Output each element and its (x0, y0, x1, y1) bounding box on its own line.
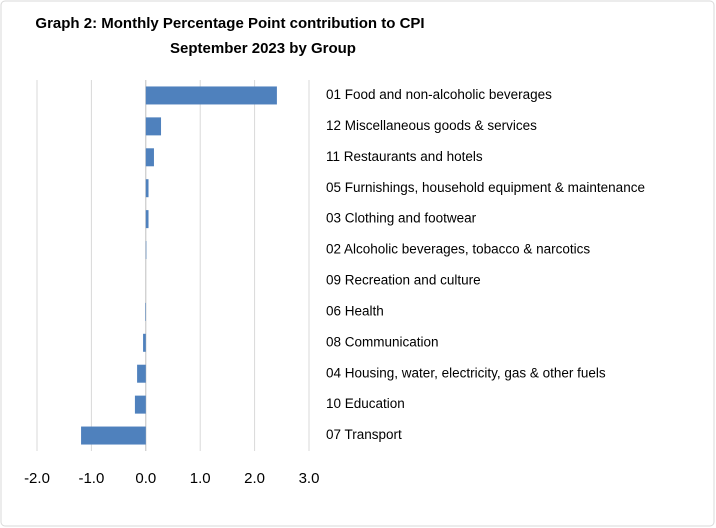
category-label: 11 Restaurants and hotels (326, 149, 483, 164)
x-tick-label: 2.0 (244, 470, 265, 487)
category-label: 08 Communication (326, 334, 439, 349)
bar (145, 241, 147, 260)
bar (145, 86, 277, 105)
bar (145, 148, 154, 167)
bar (145, 117, 162, 136)
category-label: 07 Transport (326, 427, 402, 442)
bar (137, 364, 146, 383)
chart-title: September 2023 by Group (170, 40, 356, 57)
category-label: 04 Housing, water, electricity, gas & ot… (326, 365, 606, 380)
category-label: 02 Alcoholic beverages, tobacco & narcot… (326, 242, 590, 257)
chart-title: Graph 2: Monthly Percentage Point contri… (35, 15, 424, 32)
x-tick-label: -1.0 (78, 470, 104, 487)
bar (145, 302, 146, 321)
x-tick-label: 0.0 (135, 470, 156, 487)
category-label: 01 Food and non-alcoholic beverages (326, 87, 552, 102)
bar (143, 333, 146, 352)
category-label: 05 Furnishings, household equipment & ma… (326, 180, 645, 195)
x-tick-label: 1.0 (190, 470, 211, 487)
bar (145, 179, 149, 198)
category-label: 06 Health (326, 303, 384, 318)
bar (145, 210, 149, 229)
x-tick-label: -2.0 (24, 470, 50, 487)
category-label: 10 Education (326, 396, 405, 411)
category-label: 12 Miscellaneous goods & services (326, 118, 537, 133)
bar (81, 426, 146, 445)
category-label: 09 Recreation and culture (326, 273, 481, 288)
category-label: 03 Clothing and footwear (326, 211, 477, 226)
x-tick-label: 3.0 (299, 470, 320, 487)
bar (134, 395, 146, 414)
